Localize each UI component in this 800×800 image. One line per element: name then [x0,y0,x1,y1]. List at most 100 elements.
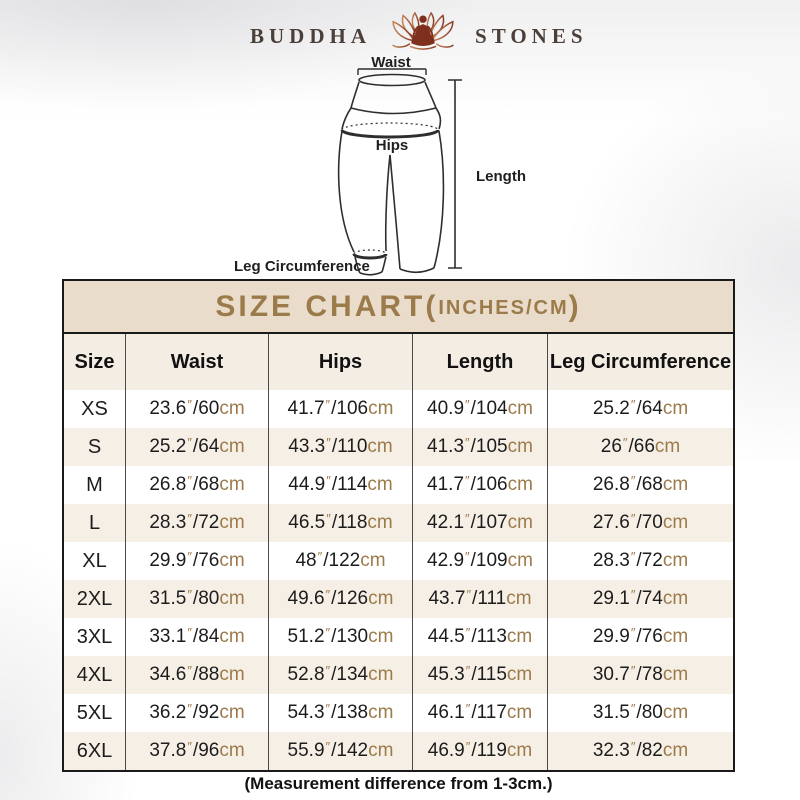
hips-cell: 52.8 ″/134 cm [269,656,413,694]
cm-unit: cm [219,474,245,495]
cm-value: /92 [192,702,220,723]
hips-cell: 48 ″/122 cm [269,542,413,580]
length-cell: 40.9 ″/104 cm [413,390,548,428]
cm-value: /104 [470,398,508,419]
cm-unit: cm [662,550,689,571]
inch-value: 44.5 [427,626,465,647]
inch-value: 26.8 [592,474,630,495]
cm-value: /106 [470,474,508,495]
inch-value: 54.3 [287,702,325,723]
waist-cell: 29.9 ″/76 cm [126,542,269,580]
cm-unit: cm [219,702,245,723]
cm-value: /88 [192,664,220,685]
table-row: L 28.3 ″/72 cm 46.5 ″/118 cm 42.1 ″/107 cm 27.6 ″/7… [64,504,733,542]
waist-cell: 31.5 ″/80 cm [126,580,269,618]
cm-value: /130 [331,626,369,647]
cm-value: /118 [331,512,368,533]
waist-cell: 28.3 ″/72 cm [126,504,269,542]
column-header-leg-circumference: Leg Circumference [549,350,732,373]
leg-cell: 27.6 ″/70 cm [548,504,733,542]
hips-cell: 49.6 ″/126 cm [269,580,413,618]
cm-value: /64 [636,398,663,419]
diagram-label-leg-circumference: Leg Circumference [234,258,370,275]
inch-mark: ″ [465,434,470,450]
title-paren: ) [568,289,582,323]
cm-unit: cm [506,626,533,647]
title-main: SIZE CHART( [215,289,439,323]
cm-value: /80 [636,702,663,723]
cm-unit: cm [506,740,533,761]
cm-unit: cm [507,436,533,457]
inch-mark: ″ [187,662,192,678]
inch-mark: ″ [325,396,331,412]
cm-unit: cm [662,740,689,761]
table-row: 3XL 33.1 ″/84 cm 51.2 ″/130 cm 44.5 ″/113 cm 29.9 ″… [64,618,733,656]
inch-value: 29.1 [592,588,630,609]
cm-unit: cm [506,588,532,609]
waist-cell: 25.2 ″/64 cm [126,428,269,466]
cm-value: /105 [470,436,508,457]
cm-value: /68 [636,474,663,495]
brand-logo: BUDDHA [250,8,588,64]
hips-cell: 51.2 ″/130 cm [269,618,413,656]
inch-value: 30.7 [592,664,630,685]
inch-mark: ″ [325,586,331,602]
inch-value: 41.3 [427,436,465,457]
diagram-label-waist: Waist [371,54,411,71]
title-units: INCHES/CM [438,297,569,319]
inch-value: 25.2 [149,436,187,457]
inch-value: 46.5 [288,512,326,533]
size-chart-table: SIZE CHART(INCHES/CM) Size Waist Hips Le… [62,279,735,772]
cm-value: /142 [331,740,369,761]
inch-mark: ″ [630,586,636,602]
cm-unit: cm [360,550,386,571]
inch-mark: ″ [465,738,471,754]
cm-value: /96 [192,740,220,761]
inch-mark: ″ [187,548,192,564]
table-row: XS 23.6 ″/60 cm 41.7 ″/106 cm 40.9 ″/104 cm 25.2 ″ /… [64,390,733,428]
cm-value: /107 [470,512,508,533]
cm-value: /66 [628,436,655,457]
hips-cell: 44.9 ″/114 cm [269,466,413,504]
inch-value: 29.9 [592,626,630,647]
cm-value: /114 [331,474,368,495]
table-row: 2XL 31.5 ″/80 cm 49.6 ″/126 cm 43.7 ″/111 cm 29.1 ″… [64,580,733,618]
inch-mark: ″ [465,624,471,640]
cm-unit: cm [219,550,245,571]
size-cell: 3XL [64,618,126,656]
cm-value: /76 [636,626,663,647]
length-cell: 42.9 ″/109 cm [413,542,548,580]
diagram-label-length: Length [476,168,526,185]
length-cell: 43.7 ″/111 cm [413,580,548,618]
leg-cell: 31.5 ″/80 cm [548,694,733,732]
inch-mark: ″ [187,700,192,716]
leg-cell: 29.9 ″/76 cm [548,618,733,656]
size-cell: 4XL [64,656,126,694]
inch-value: 31.5 [592,702,630,723]
cm-value: /106 [331,398,369,419]
inch-mark: ″ [325,738,331,754]
length-cell: 42.1 ″/107 cm [413,504,548,542]
cm-value: /70 [636,512,663,533]
inch-mark: ″ [325,624,331,640]
column-header-hips: Hips [269,334,413,390]
table-body: XS 23.6 ″/60 cm 41.7 ″/106 cm 40.9 ″/104 cm 25.2 ″ /… [64,390,733,770]
table-row: 5XL 36.2 ″/92 cm 54.3 ″/138 cm 46.1 ″/117 cm 31.5 ″… [64,694,733,732]
table-row: M 26.8 ″/68 cm 44.9 ″/114 cm 41.7 ″/106 cm 26.8 ″/6… [64,466,733,504]
cm-unit: cm [219,398,245,419]
cm-unit: cm [507,398,533,419]
inch-value: 41.7 [287,398,325,419]
cm-value: /110 [331,436,368,457]
inch-mark: ″ [465,700,471,716]
cm-unit: cm [662,398,689,419]
inch-mark: ″ [317,548,323,564]
hips-cell: 41.7 ″/106 cm [269,390,413,428]
inch-mark: ″ [630,472,636,488]
cm-value: /68 [192,474,220,495]
measurement-note: (Measurement difference from 1-3cm.) [244,774,553,793]
inch-value: 43.3 [288,436,326,457]
inch-mark: ″ [187,624,192,640]
cm-unit: cm [507,474,533,495]
length-cell: 45.3 ″/115 cm [413,656,548,694]
cm-value: /84 [192,626,220,647]
